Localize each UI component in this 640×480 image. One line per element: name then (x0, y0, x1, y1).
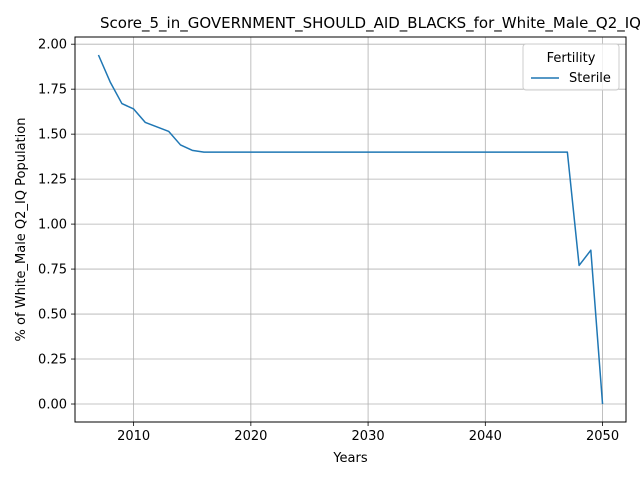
y-tick-label: 1.75 (38, 83, 67, 98)
y-axis: 0.00 0.25 0.50 0.75 1.00 1.25 1.50 1.75 2.00 (38, 38, 75, 413)
x-tick-label: 2010 (117, 429, 150, 444)
y-tick-label: 1.00 (38, 218, 67, 233)
y-tick-label: 1.25 (38, 173, 67, 188)
y-tick-label: 0.00 (38, 398, 67, 413)
legend-label-sterile: Sterile (569, 71, 611, 86)
y-axis-label: % of White_Male Q2_IQ Population (14, 118, 29, 342)
x-tick-label: 2040 (469, 429, 502, 444)
x-axis-label: Years (332, 451, 368, 466)
plot-frame (74, 36, 627, 423)
x-tick-label: 2030 (352, 429, 385, 444)
x-tick-label: 2050 (586, 429, 619, 444)
y-tick-label: 1.50 (38, 128, 67, 143)
grid-lines (75, 37, 626, 422)
legend: Fertility Sterile (522, 43, 620, 91)
x-tick-label: 2020 (234, 429, 267, 444)
legend-title: Fertility (547, 51, 596, 66)
series-line-sterile (97, 54, 604, 405)
y-tick-label: 0.75 (38, 263, 67, 278)
y-tick-label: 2.00 (38, 38, 67, 53)
y-tick-label: 0.50 (38, 308, 67, 323)
y-tick-label: 0.25 (38, 353, 67, 368)
x-axis: 2010 2020 2030 2040 2050 (117, 422, 619, 444)
series-layer (97, 54, 604, 405)
chart-title: Score_5_in_GOVERNMENT_SHOULD_AID_BLACKS_… (100, 14, 640, 33)
